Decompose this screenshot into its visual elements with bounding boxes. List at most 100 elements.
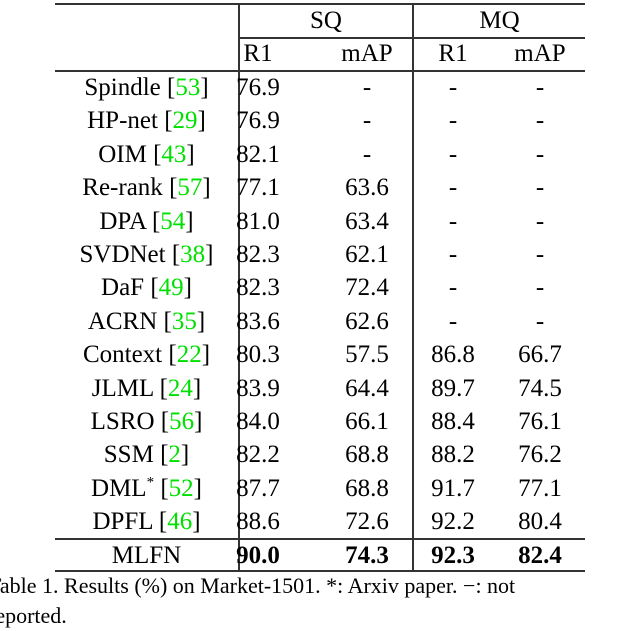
ours-value-sq-r1: 90.0: [236, 542, 280, 569]
value-mq-map: -: [535, 207, 545, 235]
caption-line-1: Table 1. Results (%) on Market-1501. *: …: [0, 573, 516, 598]
method-label: SVDNet: [79, 241, 166, 268]
value-mq-map: 74.5: [518, 374, 562, 402]
value-sq-r1: 87.7: [236, 474, 280, 502]
header-mq-map: mAP: [514, 40, 566, 67]
value-mq-map: -: [535, 107, 545, 135]
value-sq-map: -: [362, 140, 372, 168]
value-mq-map: -: [535, 174, 545, 202]
value-sq-r1: 83.9: [236, 374, 280, 402]
header-sq: SQ: [310, 7, 342, 34]
value-mq-map: 80.4: [518, 508, 562, 536]
value-sq-map: -: [362, 107, 372, 135]
value-sq-map: 64.4: [345, 374, 389, 402]
vertical-rule-mq: [412, 3, 414, 571]
value-sq-r1: 82.3: [236, 241, 280, 268]
method-label: DML: [91, 474, 147, 502]
method-label: Spindle: [84, 74, 161, 101]
value-mq-r1: 88.2: [431, 441, 475, 469]
value-sq-map: 62.1: [345, 241, 389, 268]
value-mq-r1: -: [448, 107, 458, 135]
citation-link[interactable]: 53: [175, 74, 201, 101]
value-sq-map: 68.8: [345, 441, 389, 469]
value-mq-map: 77.1: [518, 474, 562, 502]
value-sq-r1: 76.9: [236, 107, 280, 135]
citation-link[interactable]: 35: [171, 307, 197, 335]
value-sq-r1: 84.0: [236, 408, 280, 435]
method-label: HP-net: [87, 107, 158, 135]
value-mq-r1: -: [448, 207, 458, 235]
header-sq-r1: R1: [243, 40, 273, 67]
method-label: JLML: [91, 374, 154, 402]
value-sq-map: 66.1: [345, 408, 389, 435]
value-sq-r1: 82.1: [236, 140, 280, 168]
method-label: Context: [82, 341, 163, 369]
value-sq-map: 62.6: [345, 307, 389, 335]
value-mq-r1: -: [448, 241, 458, 268]
method-name: DPFL [46]: [92, 508, 201, 536]
value-sq-map: 63.4: [345, 207, 389, 235]
value-sq-r1: 83.6: [236, 307, 280, 335]
header-rule: [55, 70, 585, 72]
method-label: DPA: [99, 207, 146, 235]
method-name: OIM [43]: [98, 140, 195, 168]
ours-value-mq-r1: 92.3: [431, 542, 475, 569]
caption-line-2: reported.: [0, 603, 67, 628]
value-sq-r1: 81.0: [236, 207, 280, 235]
bottom-rule: [55, 570, 585, 572]
value-mq-map: 76.2: [518, 441, 562, 469]
value-mq-map: 66.7: [518, 341, 562, 369]
citation-link[interactable]: 54: [160, 207, 186, 235]
method-name: DPA [54]: [99, 207, 194, 235]
header-sq-map: mAP: [341, 40, 393, 67]
method-name: DML* [52]: [91, 474, 202, 502]
value-mq-r1: -: [448, 74, 458, 101]
value-mq-r1: -: [448, 307, 458, 335]
ours-value-sq-map: 74.3: [345, 542, 389, 569]
method-name-ours: MLFN: [111, 542, 182, 569]
citation-link[interactable]: 2: [168, 441, 181, 469]
vertical-rule-sq: [238, 3, 240, 571]
method-name: DaF [49]: [101, 274, 192, 302]
method-name: Re-rank [57]: [82, 174, 211, 202]
method-name: LSRO [56]: [90, 408, 203, 435]
value-sq-map: 57.5: [345, 341, 389, 369]
value-sq-r1: 77.1: [236, 174, 280, 202]
citation-link[interactable]: 46: [167, 508, 193, 536]
method-label: DaF: [101, 274, 145, 302]
value-sq-r1: 76.9: [236, 74, 280, 101]
method-name: Spindle [53]: [84, 74, 209, 101]
value-mq-map: -: [535, 307, 545, 335]
method-label: Re-rank: [82, 174, 163, 202]
citation-link[interactable]: 29: [172, 107, 198, 135]
method-label: OIM: [98, 140, 147, 168]
value-sq-map: 68.8: [345, 474, 389, 502]
citation-link[interactable]: 38: [180, 241, 206, 268]
citation-link[interactable]: 49: [158, 274, 184, 302]
value-sq-r1: 82.3: [236, 274, 280, 302]
value-mq-map: -: [535, 140, 545, 168]
citation-link[interactable]: 57: [177, 174, 203, 202]
value-mq-r1: 86.8: [431, 341, 475, 369]
method-name: HP-net [29]: [87, 107, 206, 135]
value-sq-map: 63.6: [345, 174, 389, 202]
citation-link[interactable]: 56: [169, 408, 195, 435]
method-name: JLML [24]: [91, 374, 202, 402]
method-label: LSRO: [90, 408, 155, 435]
citation-link[interactable]: 43: [161, 140, 187, 168]
citation-link[interactable]: 22: [176, 341, 202, 369]
method-name: SSM [2]: [103, 441, 190, 469]
value-sq-map: -: [362, 74, 372, 101]
value-mq-r1: -: [448, 274, 458, 302]
citation-link[interactable]: 24: [167, 374, 193, 402]
value-sq-r1: 82.2: [236, 441, 280, 469]
citation-link[interactable]: 52: [168, 474, 194, 502]
method-name: Context [22]: [82, 341, 211, 369]
method-label: SSM: [103, 441, 154, 469]
ours-value-mq-map: 82.4: [518, 542, 562, 569]
header-mq-r1: R1: [438, 40, 468, 67]
value-mq-map: 76.1: [518, 408, 562, 435]
method-name: SVDNet [38]: [79, 241, 214, 268]
value-mq-map: -: [535, 274, 545, 302]
value-mq-r1: 92.2: [431, 508, 475, 536]
